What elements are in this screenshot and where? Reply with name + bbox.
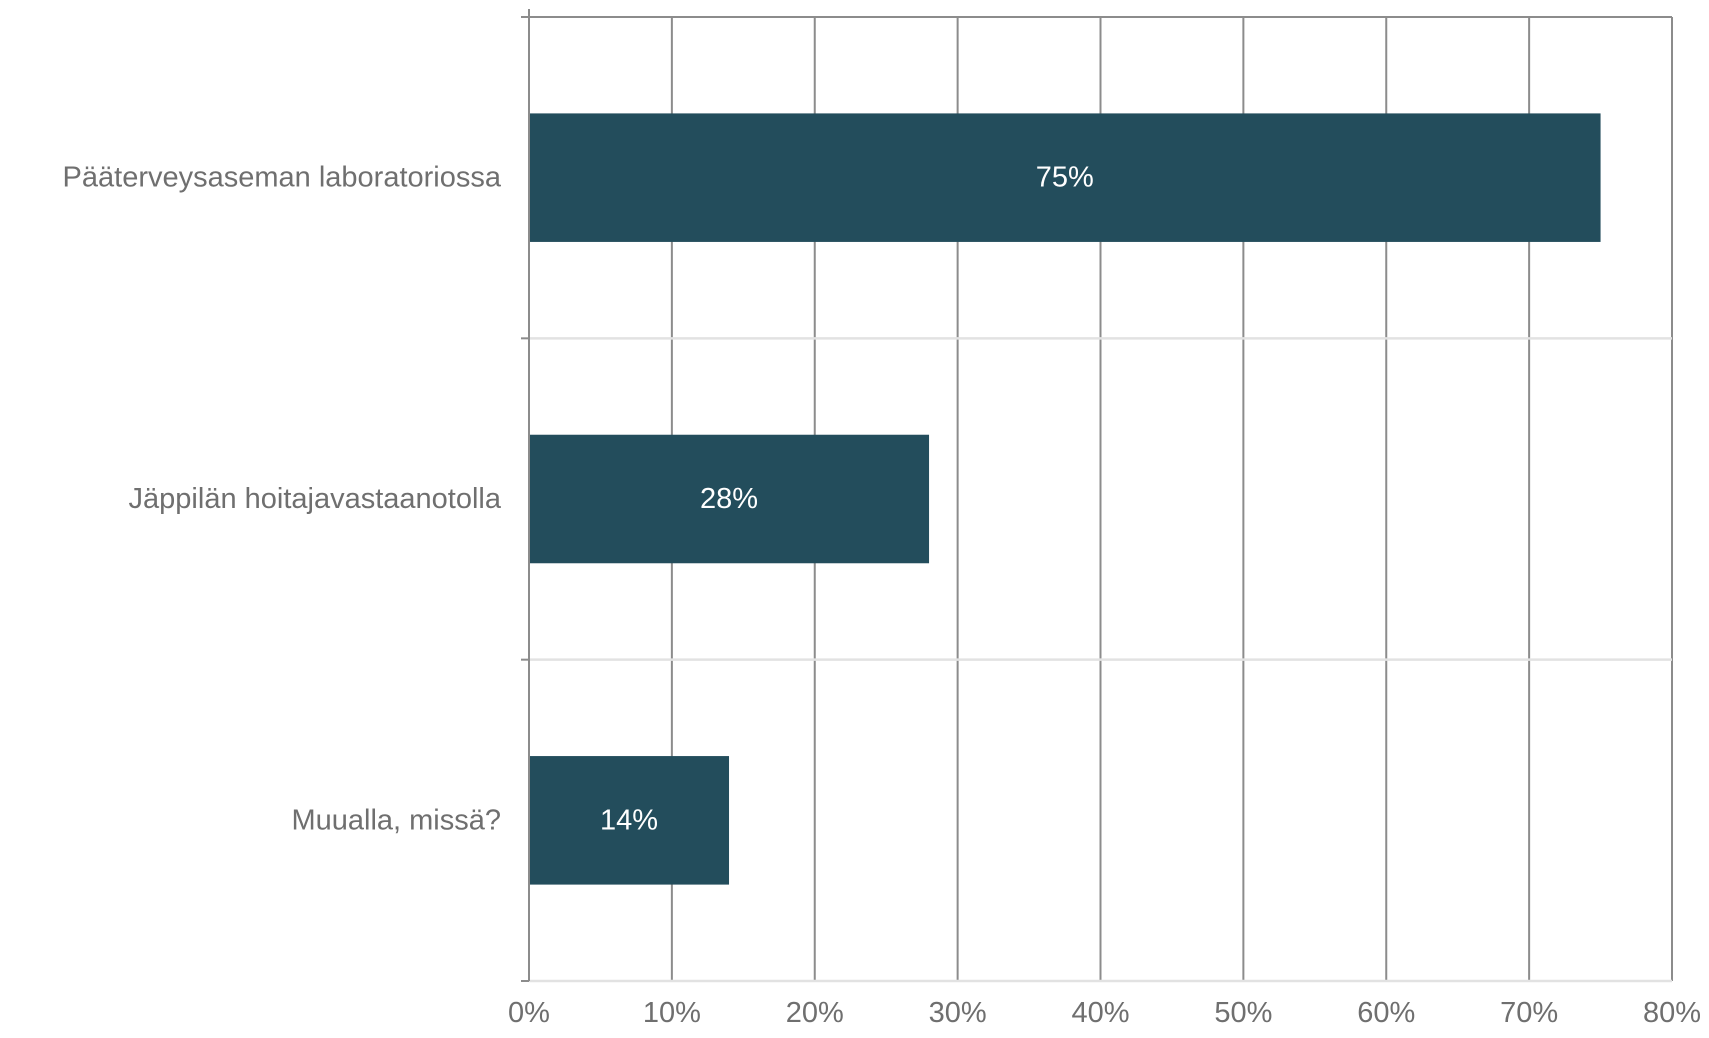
x-tick-label-0: 0% — [508, 997, 550, 1029]
category-label-0: Pääterveysaseman laboratoriossa — [63, 162, 502, 194]
x-tick-label-1: 10% — [643, 997, 701, 1029]
x-tick-label-5: 50% — [1214, 997, 1272, 1029]
bar-2 — [529, 756, 730, 885]
category-label-2: Muualla, missä? — [291, 804, 501, 836]
x-tick-label-2: 20% — [786, 997, 844, 1029]
x-tick-label-7: 70% — [1500, 997, 1558, 1029]
category-label-1: Jäppilän hoitajavastaanotolla — [129, 483, 502, 515]
bar-0 — [529, 113, 1601, 242]
x-tick-label-4: 40% — [1071, 997, 1129, 1029]
data-label-1: 28% — [700, 483, 758, 515]
x-tick-label-8: 80% — [1643, 997, 1701, 1029]
data-label-0: 75% — [1036, 162, 1094, 194]
bar-1 — [529, 434, 930, 564]
x-tick-label-3: 30% — [929, 997, 987, 1029]
x-tick-label-6: 60% — [1357, 997, 1415, 1029]
data-label-2: 14% — [600, 804, 658, 836]
